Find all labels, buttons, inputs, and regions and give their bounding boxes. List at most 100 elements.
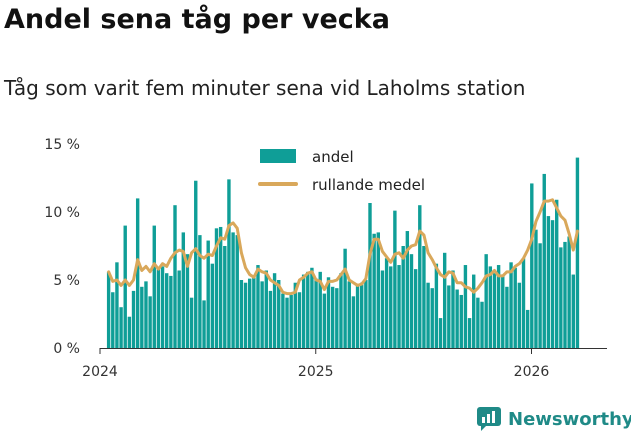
bar [484,254,488,348]
bar [538,243,542,348]
bar [318,271,322,348]
bar [256,265,260,348]
bar [260,281,264,348]
bar [223,246,227,348]
bar [339,273,343,348]
bar [214,228,219,348]
bar [521,258,526,348]
bar [210,263,215,348]
bar [343,248,347,348]
bar [202,300,206,348]
x-tick-label: 2025 [298,364,334,380]
y-tick-label: 5 % [53,273,80,289]
bar [380,270,385,348]
bar [550,220,555,348]
bar [571,274,575,348]
y-tick-label: 0 % [53,341,80,357]
bar [335,288,339,348]
bar [111,292,115,348]
bar [123,225,127,348]
bar [169,275,173,348]
bar [293,282,298,348]
bar [384,258,389,348]
bar [455,289,459,348]
bar [534,229,538,348]
bar [546,216,551,348]
bar [156,269,161,348]
rolling-average-line [107,198,579,296]
bar [247,278,252,348]
bar [442,252,447,348]
bar [418,205,422,348]
chart: 0 % 5 % 10 % 15 % 2024 2025 2026 andel rullan… [44,137,607,380]
bar [185,254,190,348]
x-axis: 2024 2025 2026 [82,348,607,380]
legend-label-rullande-medel: rullande medel [312,176,425,194]
bar [243,282,248,348]
brand-name: Newsworthy [508,408,631,430]
bar [488,266,493,348]
bar [438,318,443,348]
bar [218,226,223,348]
legend: andel rullande medel [253,141,453,203]
bar [264,270,268,348]
bar [451,270,455,348]
bar [467,318,472,348]
bar [525,309,530,348]
y-tick-label: 10 % [44,205,80,221]
x-tick-label: 2026 [514,364,550,380]
bar-series [106,157,580,348]
bar [360,282,364,348]
bar [285,297,289,348]
bar [559,247,563,348]
bar [409,254,414,348]
bar [272,273,277,348]
bar [135,198,140,348]
bar [422,246,426,348]
bar [472,274,476,348]
legend-swatch-andel [260,149,296,163]
bar [181,232,186,348]
bar [426,282,430,348]
bar [235,235,239,348]
bar [268,290,273,348]
bar [376,232,380,348]
bar [434,263,439,348]
bar [476,297,480,348]
bar [575,157,580,348]
bar [252,275,256,348]
bar [160,266,165,348]
bar [513,267,517,348]
bar [131,290,136,348]
bar [227,179,231,348]
bar [459,294,463,348]
y-tick-label: 15 % [44,137,80,153]
bar [177,270,181,348]
bar [322,293,327,348]
bar [119,307,123,348]
bar [297,292,302,348]
bar [231,232,235,348]
bar [239,280,244,348]
bar [492,273,497,348]
bar [140,286,144,348]
bar [397,265,401,348]
bar [463,265,468,348]
bar [306,271,310,348]
bar [368,202,372,348]
bar [106,271,111,348]
bar [277,280,281,348]
bar [401,246,405,348]
bar [355,285,360,348]
bar [351,296,356,348]
bar [281,293,285,348]
bar [165,273,169,348]
bar [567,236,571,348]
bar [496,265,501,348]
bar [152,225,156,348]
bar [505,286,509,348]
bar [364,280,368,348]
legend-label-andel: andel [312,148,354,166]
bar [189,297,194,348]
bar [198,235,202,348]
